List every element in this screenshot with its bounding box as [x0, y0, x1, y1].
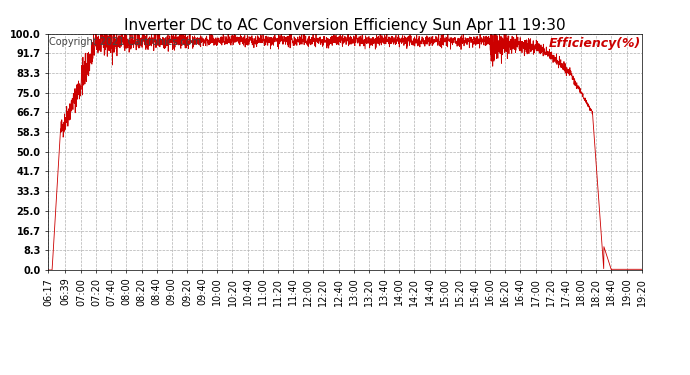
Text: Efficiency(%): Efficiency(%): [549, 37, 640, 50]
Text: Copyright 2021 Cartronics.com: Copyright 2021 Cartronics.com: [49, 37, 201, 47]
Title: Inverter DC to AC Conversion Efficiency Sun Apr 11 19:30: Inverter DC to AC Conversion Efficiency …: [124, 18, 566, 33]
